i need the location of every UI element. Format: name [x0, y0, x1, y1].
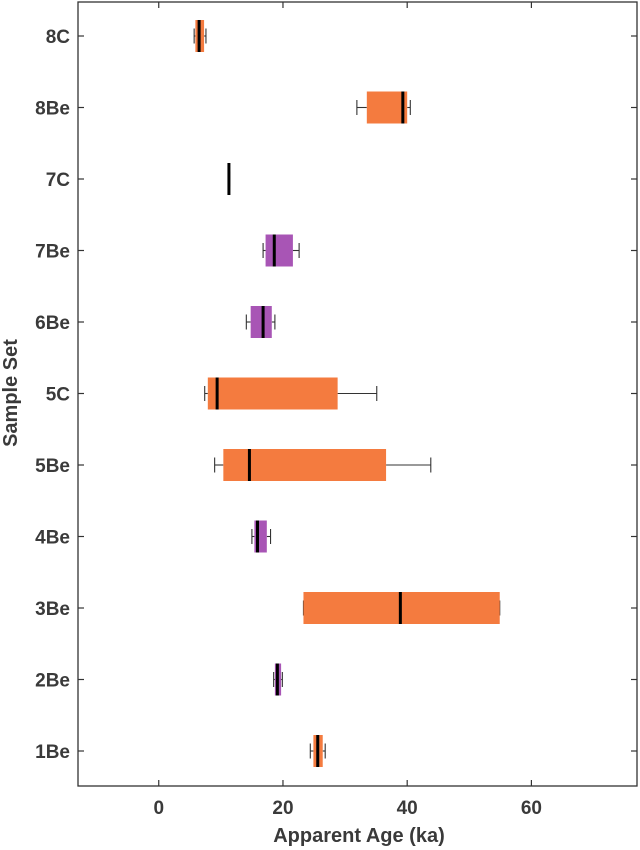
box-8Be — [356, 91, 411, 124]
x-tick-label: 60 — [521, 798, 542, 819]
y-tick-label: 7Be — [35, 242, 70, 263]
box-4Be — [251, 520, 272, 553]
box-1Be — [309, 735, 326, 767]
x-tick-label: 20 — [272, 798, 293, 819]
x-axis-title: Apparent Age (ka) — [273, 825, 445, 847]
x-axis-ticks: 0 20 40 60 — [153, 2, 542, 819]
y-tick-label: 7C — [46, 170, 71, 191]
y-tick-label: 6Be — [35, 313, 70, 334]
plot-area — [77, 1, 638, 787]
box-5Be — [214, 449, 432, 481]
x-tick-label: 0 — [153, 798, 164, 819]
box-3Be — [302, 592, 501, 624]
box-iqr — [250, 306, 272, 338]
box-iqr — [223, 449, 387, 481]
y-tick-label: 4Be — [35, 528, 70, 549]
box-5C — [204, 377, 378, 410]
box-2Be — [273, 663, 283, 696]
box-7Be — [262, 234, 300, 267]
y-tick-label: 8Be — [35, 99, 70, 120]
box-iqr — [366, 91, 408, 124]
box-iqr — [207, 377, 338, 410]
y-tick-label: 2Be — [35, 671, 70, 692]
y-tick-label: 3Be — [35, 599, 70, 620]
box-iqr — [265, 234, 293, 267]
y-tick-label: 8C — [46, 27, 71, 48]
x-tick-label: 40 — [397, 798, 418, 819]
y-axis-ticks: 8C 8Be 7C 7Be 6Be 5C 5Be 4Be 3Be 2Be 1Be — [35, 27, 637, 763]
y-tick-label: 1Be — [35, 742, 70, 763]
y-tick-label: 5Be — [35, 456, 70, 477]
y-tick-label: 5C — [46, 385, 71, 406]
box-8C — [193, 20, 207, 52]
y-axis-title: Sample Set — [0, 339, 22, 447]
box-7C — [227, 163, 231, 195]
box-6Be — [245, 306, 276, 338]
